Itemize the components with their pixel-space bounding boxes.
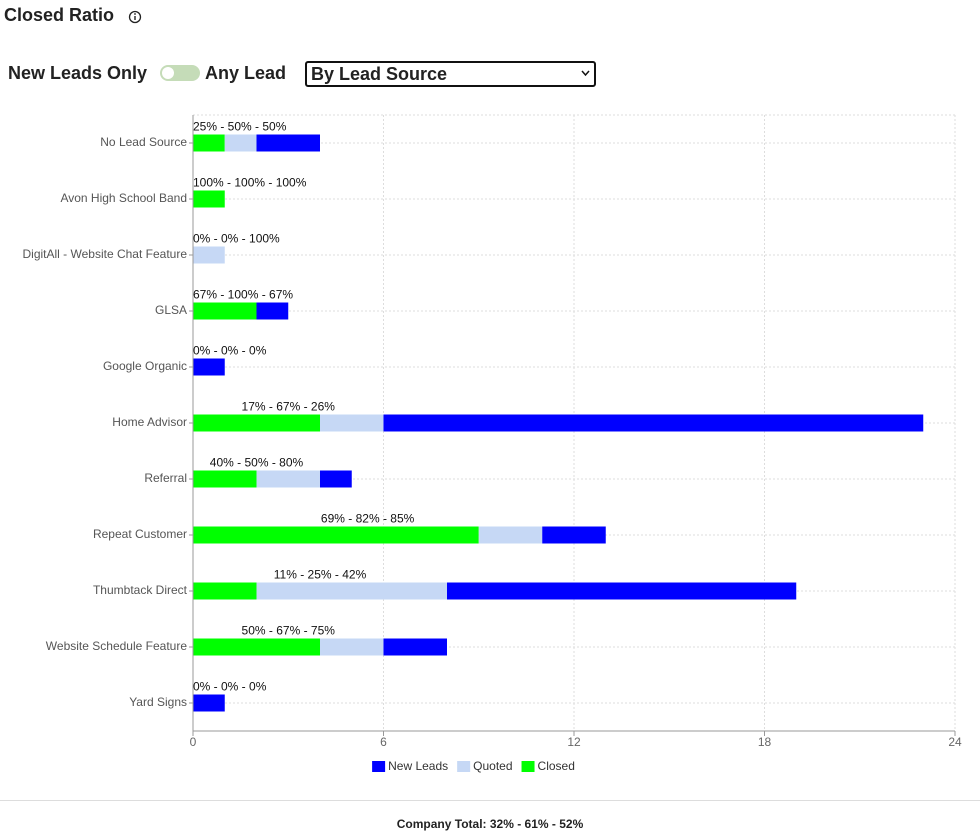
bar-annotation: 69% - 82% - 85%	[321, 512, 415, 526]
toggle-knob	[162, 67, 174, 79]
bar-segment	[224, 134, 257, 152]
y-tick-label: No Lead Source	[100, 135, 187, 149]
y-tick-label: Avon High School Band	[60, 191, 187, 205]
info-icon[interactable]	[128, 10, 142, 24]
y-tick-label: Referral	[144, 471, 187, 485]
select-arrow	[581, 70, 590, 77]
legend-label: Closed	[538, 759, 575, 773]
legend-label: New Leads	[388, 759, 448, 773]
bar-segment	[320, 470, 352, 488]
x-tick-label: 24	[948, 735, 962, 749]
chart: 0 6 12 18 24 No Lead Source Avon High School B…	[22, 114, 962, 773]
bar-segment	[193, 190, 225, 208]
y-tick-label: Website Schedule Feature	[46, 639, 188, 653]
x-tick-label: 18	[758, 735, 772, 749]
bar-annotation: 17% - 67% - 26%	[242, 400, 336, 414]
legend-label: Quoted	[473, 759, 512, 773]
bar-annotation: 50% - 67% - 75%	[242, 624, 336, 638]
y-tick-label: Google Organic	[103, 359, 187, 373]
page-title: Closed Ratio	[4, 5, 115, 25]
select-box[interactable]: By Lead Source	[305, 61, 596, 87]
bar-segment	[320, 414, 384, 432]
bar-segment	[193, 302, 257, 320]
bar-segment	[193, 694, 225, 712]
bar-segment	[193, 134, 225, 152]
legend-swatch	[457, 761, 471, 772]
y-tick-label: Yard Signs	[129, 695, 187, 709]
bar-segment	[256, 302, 289, 320]
bar-segment	[193, 526, 479, 544]
bar-annotation: 0% - 0% - 0%	[193, 344, 267, 358]
legend-swatch	[372, 761, 386, 772]
bar-segment	[193, 470, 257, 488]
toggle-left-label: New Leads Only	[8, 63, 148, 83]
y-tick-label: GLSA	[155, 303, 187, 317]
bar-segment	[256, 470, 320, 488]
bar-annotation: 25% - 50% - 50%	[193, 120, 287, 134]
bar-segment	[542, 526, 606, 544]
bar-segment	[193, 358, 225, 376]
x-tick-label: 0	[190, 735, 197, 749]
bar-annotation: 100% - 100% - 100%	[193, 176, 307, 190]
bar-segment	[447, 582, 797, 600]
company-total: Company Total: 32% - 61% - 52%	[396, 817, 584, 831]
toggle-right-label: Any Lead	[205, 63, 287, 83]
x-tick-label: 6	[380, 735, 387, 749]
bar-segment	[383, 638, 447, 656]
bar-segment	[256, 582, 447, 600]
toggle-switch[interactable]	[160, 65, 200, 81]
bar-segment	[193, 414, 320, 432]
x-tick-label: 12	[567, 735, 581, 749]
bar-segment	[383, 414, 924, 432]
bar-segment	[193, 638, 320, 656]
bar-annotation: 0% - 0% - 0%	[193, 680, 267, 694]
bar-segment	[256, 134, 320, 152]
bar-annotation: 40% - 50% - 80%	[210, 456, 304, 470]
bar-segment	[478, 526, 543, 544]
bar-segment	[193, 582, 257, 600]
bar-annotation: 11% - 25% - 42%	[274, 568, 367, 582]
select-value: By Lead Source	[311, 64, 448, 84]
bar-annotation: 67% - 100% - 67%	[193, 288, 293, 302]
bar-segment	[193, 246, 225, 264]
separator	[0, 800, 980, 801]
bar-segment	[320, 638, 384, 656]
y-tick-label: Repeat Customer	[93, 527, 187, 541]
legend-swatch	[521, 761, 535, 772]
bar-annotation: 0% - 0% - 100%	[193, 232, 280, 246]
y-tick-label: DigitAll - Website Chat Feature	[22, 247, 187, 261]
y-tick-label: Home Advisor	[112, 415, 187, 429]
y-tick-label: Thumbtack Direct	[93, 583, 188, 597]
